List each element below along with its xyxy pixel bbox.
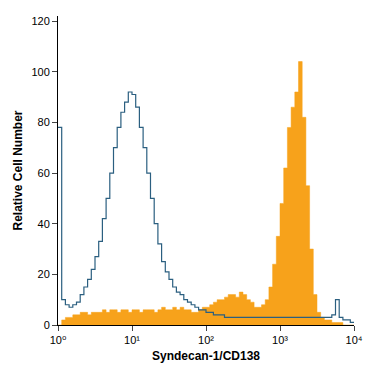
svg-text:10²: 10² — [198, 334, 214, 346]
svg-text:60: 60 — [38, 167, 50, 179]
svg-text:10¹: 10¹ — [124, 334, 140, 346]
svg-text:10⁴: 10⁴ — [346, 334, 363, 346]
svg-text:120: 120 — [31, 15, 49, 27]
svg-text:10⁰: 10⁰ — [50, 334, 67, 346]
svg-text:Relative Cell Number: Relative Cell Number — [11, 110, 25, 230]
svg-text:10³: 10³ — [272, 334, 288, 346]
svg-text:0: 0 — [44, 319, 50, 331]
svg-text:Syndecan-1/CD138: Syndecan-1/CD138 — [152, 349, 260, 363]
svg-text:20: 20 — [38, 268, 50, 280]
svg-text:80: 80 — [38, 116, 50, 128]
svg-text:100: 100 — [31, 66, 49, 78]
svg-text:40: 40 — [38, 218, 50, 230]
